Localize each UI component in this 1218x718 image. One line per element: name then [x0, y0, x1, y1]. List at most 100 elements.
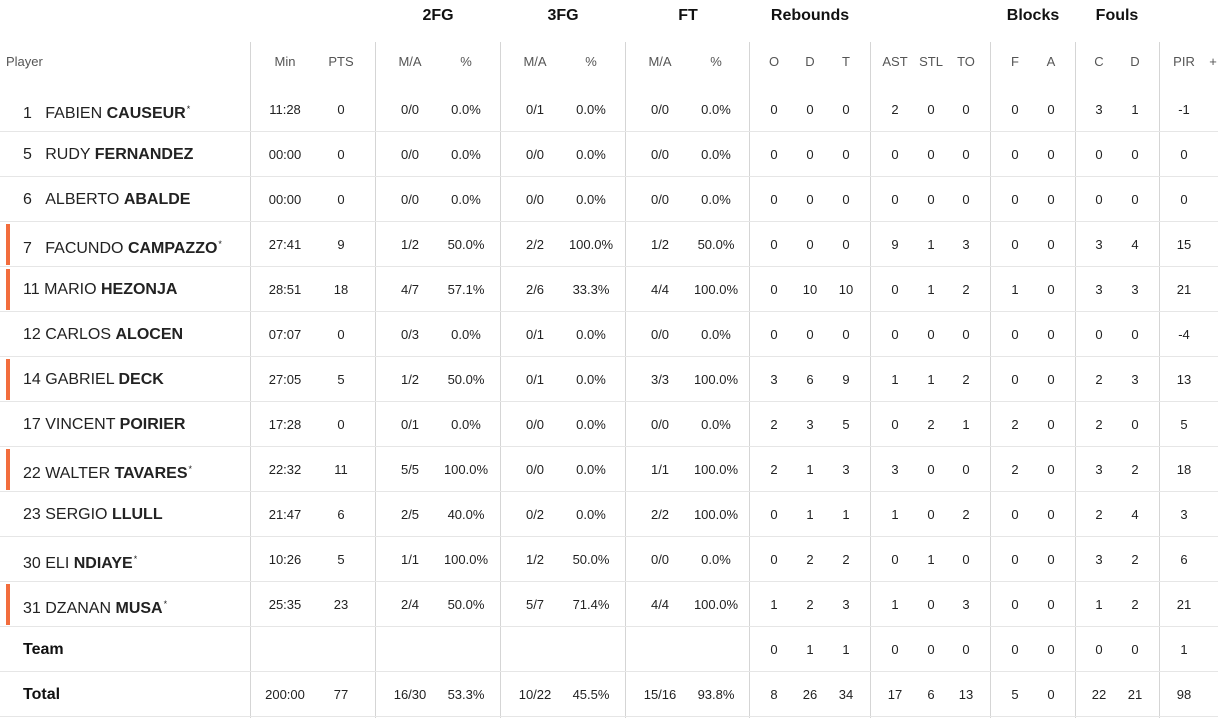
- player-name-link[interactable]: 31 DZANAN MUSA*: [23, 582, 167, 627]
- stat-fg2-ma: 0/0: [400, 192, 420, 207]
- player-row[interactable]: 11 MARIO HEZONJA 28:51 18 4/7 57.1% 2/6 33.3% 4…: [0, 267, 1218, 312]
- player-last-name: CAUSEUR: [106, 105, 186, 122]
- player-name-link[interactable]: 30 ELI NDIAYE*: [23, 537, 137, 582]
- stat-reb-o: 1: [770, 597, 778, 612]
- captain-star-icon: *: [186, 104, 191, 114]
- stat-ft-pct: 0.0%: [701, 552, 731, 567]
- player-number: 23: [23, 506, 41, 523]
- player-first-name: WALTER: [45, 465, 111, 482]
- stat-pir: 3: [1180, 507, 1188, 522]
- player-first-name: SERGIO: [45, 506, 108, 523]
- column-header-min[interactable]: Min: [274, 54, 296, 69]
- player-name-link[interactable]: 11 MARIO HEZONJA: [23, 267, 177, 312]
- column-header-foul-c[interactable]: C: [1094, 54, 1104, 69]
- stat-ft-pct: 0.0%: [701, 327, 731, 342]
- player-name-link[interactable]: 5 RUDY FERNANDEZ: [23, 132, 193, 177]
- group-header-ft: FT: [678, 7, 698, 24]
- stat-ast: 0: [891, 327, 899, 342]
- stat-pts: 0: [337, 327, 345, 342]
- stat-ft-pct: 0.0%: [701, 102, 731, 117]
- stat-blk-a: 0: [1047, 687, 1055, 702]
- column-header-reb-d[interactable]: D: [805, 54, 815, 69]
- player-name-link[interactable]: 1 FABIEN CAUSEUR*: [23, 87, 190, 132]
- player-row[interactable]: 23 SERGIO LLULL 21:47 6 2/5 40.0% 0/2 0.0% 2/2 1…: [0, 492, 1218, 537]
- column-header-blk-f[interactable]: F: [1011, 54, 1019, 69]
- column-header-fg3-ma[interactable]: M/A: [523, 54, 547, 69]
- stat-foul-c: 0: [1095, 192, 1103, 207]
- stat-fg3-ma: 0/0: [525, 192, 545, 207]
- player-row[interactable]: 6 ALBERTO ABALDE 00:00 0 0/0 0.0% 0/0 0.0% 0/0 0…: [0, 177, 1218, 222]
- stat-foul-c: 1: [1095, 597, 1103, 612]
- stat-fg2-ma: 0/0: [400, 147, 420, 162]
- stat-fg3-ma: 2/2: [525, 237, 545, 252]
- column-header-foul-d[interactable]: D: [1130, 54, 1140, 69]
- player-row[interactable]: 30 ELI NDIAYE* 10:26 5 1/1 100.0% 1/2 50.0% 0/0…: [0, 537, 1218, 582]
- player-row[interactable]: 5 RUDY FERNANDEZ 00:00 0 0/0 0.0% 0/0 0.0% 0/0 0…: [0, 132, 1218, 177]
- stat-reb-t: 5: [842, 417, 850, 432]
- player-name-link[interactable]: 22 WALTER TAVARES*: [23, 447, 192, 492]
- stat-to: 0: [962, 642, 970, 657]
- column-header-reb-o[interactable]: O: [768, 54, 780, 69]
- row-separator: [0, 266, 1218, 267]
- player-name-link[interactable]: 12 CARLOS ALOCEN: [23, 312, 183, 357]
- player-row[interactable]: 1 FABIEN CAUSEUR* 11:28 0 0/0 0.0% 0/1 0.0% 0/0…: [0, 87, 1218, 132]
- player-row[interactable]: 17 VINCENT POIRIER 17:28 0 0/1 0.0% 0/0 0.0% 0/…: [0, 402, 1218, 447]
- stat-fg2-ma: 16/30: [393, 687, 427, 702]
- player-row[interactable]: 31 DZANAN MUSA* 25:35 23 2/4 50.0% 5/7 71.4% 4/…: [0, 582, 1218, 627]
- column-header-to[interactable]: TO: [957, 54, 975, 69]
- column-header-stl[interactable]: STL: [919, 54, 943, 69]
- row-separator: [0, 176, 1218, 177]
- stat-foul-d: 0: [1131, 192, 1139, 207]
- column-header-ft-ma[interactable]: M/A: [648, 54, 672, 69]
- stat-ft-ma: 0/0: [650, 102, 670, 117]
- stat-to: 0: [962, 462, 970, 477]
- stat-stl: 2: [927, 417, 935, 432]
- stat-reb-t: 0: [842, 237, 850, 252]
- player-name-link[interactable]: 7 FACUNDO CAMPAZZO*: [23, 222, 222, 267]
- player-name-link[interactable]: 17 VINCENT POIRIER: [23, 402, 185, 447]
- player-name-link[interactable]: 6 ALBERTO ABALDE: [23, 177, 190, 222]
- stat-foul-d: 4: [1131, 237, 1139, 252]
- column-header-ast[interactable]: AST: [882, 54, 908, 69]
- stat-blk-a: 0: [1047, 642, 1055, 657]
- stat-to: 1: [962, 417, 970, 432]
- stat-to: 0: [962, 327, 970, 342]
- player-name-link[interactable]: 23 SERGIO LLULL: [23, 492, 163, 537]
- column-header-fg3-pct[interactable]: %: [585, 54, 597, 69]
- player-last-name: POIRIER: [119, 416, 186, 433]
- column-header-reb-t[interactable]: T: [842, 54, 850, 69]
- player-row[interactable]: 12 CARLOS ALOCEN 07:07 0 0/3 0.0% 0/1 0.0% 0/0 0…: [0, 312, 1218, 357]
- column-header-pir[interactable]: PIR: [1173, 54, 1195, 69]
- column-header-player[interactable]: Player: [6, 54, 43, 69]
- stat-foul-d: 3: [1131, 282, 1139, 297]
- stat-ft-pct: 0.0%: [701, 192, 731, 207]
- column-header-ft-pct[interactable]: %: [710, 54, 722, 69]
- stat-pir: 21: [1176, 282, 1192, 297]
- stat-to: 2: [962, 372, 970, 387]
- column-header-blk-a[interactable]: A: [1046, 54, 1056, 69]
- expand-columns-button[interactable]: +: [1209, 54, 1217, 69]
- stat-fg3-ma: 0/1: [525, 372, 545, 387]
- stat-reb-o: 3: [770, 372, 778, 387]
- player-row[interactable]: 7 FACUNDO CAMPAZZO* 27:41 9 1/2 50.0% 2/2 100.…: [0, 222, 1218, 267]
- stat-fg2-ma: 5/5: [400, 462, 420, 477]
- player-row[interactable]: 22 WALTER TAVARES* 22:32 11 5/5 100.0% 0/0 0.0…: [0, 447, 1218, 492]
- stat-reb-o: 0: [770, 192, 778, 207]
- stat-foul-c: 0: [1095, 147, 1103, 162]
- stat-reb-o: 0: [770, 552, 778, 567]
- column-header-fg2-ma[interactable]: M/A: [398, 54, 422, 69]
- stat-fg2-pct: 0.0%: [451, 417, 481, 432]
- player-name-link[interactable]: 14 GABRIEL DECK: [23, 357, 164, 402]
- stat-ft-ma: 0/0: [650, 552, 670, 567]
- player-first-name: ALBERTO: [45, 191, 120, 208]
- column-header-pts[interactable]: PTS: [328, 54, 354, 69]
- column-header-fg2-pct[interactable]: %: [460, 54, 472, 69]
- player-row[interactable]: 14 GABRIEL DECK 27:05 5 1/2 50.0% 0/1 0.0% 3/3 1…: [0, 357, 1218, 402]
- stat-reb-t: 34: [838, 687, 854, 702]
- stat-blk-f: 1: [1011, 282, 1019, 297]
- player-first-name: DZANAN: [45, 600, 112, 617]
- stat-blk-f: 0: [1011, 597, 1019, 612]
- captain-star-icon: *: [133, 554, 138, 564]
- stat-pts: 18: [333, 282, 349, 297]
- total-row-label: Total: [23, 686, 61, 703]
